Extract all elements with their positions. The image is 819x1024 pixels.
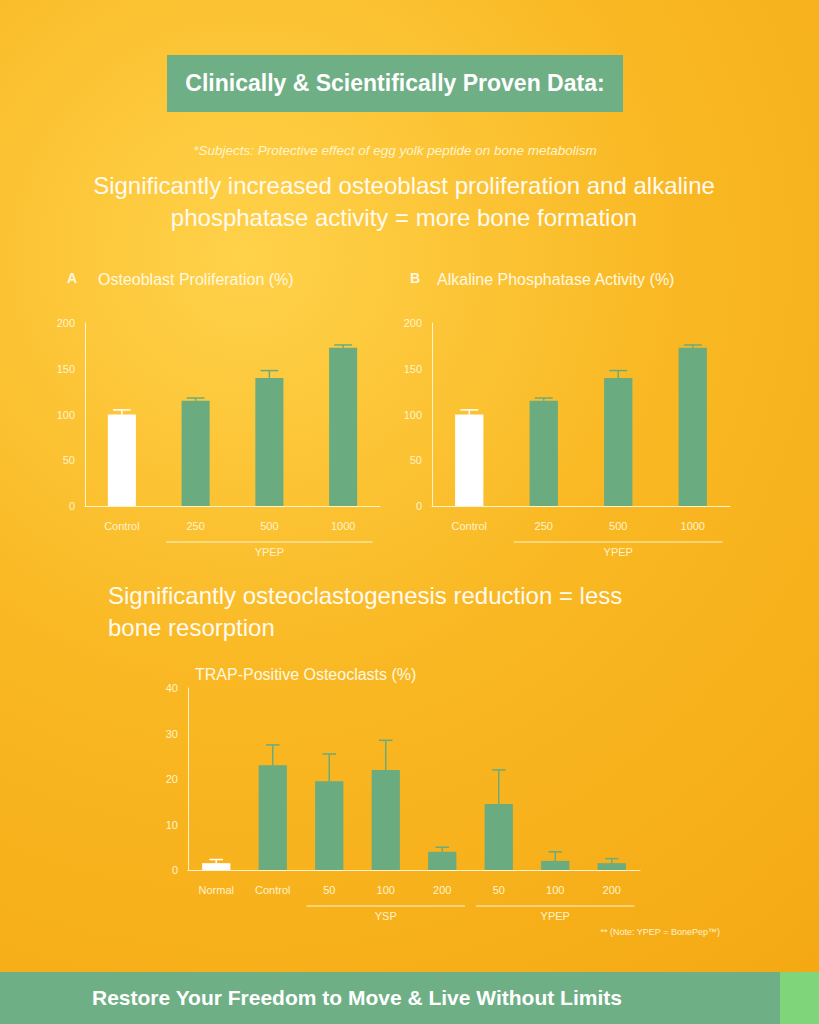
svg-text:100: 100 bbox=[404, 409, 422, 421]
svg-text:100: 100 bbox=[546, 884, 564, 896]
svg-text:250: 250 bbox=[535, 520, 553, 532]
svg-text:150: 150 bbox=[404, 363, 422, 375]
svg-text:YSP: YSP bbox=[375, 910, 397, 922]
svg-text:** (Note: YPEP = BonePep™): ** (Note: YPEP = BonePep™) bbox=[601, 927, 721, 937]
svg-text:Control: Control bbox=[255, 884, 290, 896]
svg-text:YPEP: YPEP bbox=[604, 546, 633, 558]
svg-text:500: 500 bbox=[609, 520, 627, 532]
svg-text:Alkaline Phosphatase Activity: Alkaline Phosphatase Activity (%) bbox=[437, 271, 674, 288]
svg-text:A: A bbox=[67, 270, 77, 286]
svg-text:Control: Control bbox=[452, 520, 487, 532]
svg-text:150: 150 bbox=[57, 363, 75, 375]
svg-text:Osteoblast Proliferation (%): Osteoblast Proliferation (%) bbox=[98, 271, 294, 288]
html-text:Significantly increased osteob: Significantly increased osteoblast proli… bbox=[93, 172, 715, 231]
svg-text:250: 250 bbox=[186, 520, 204, 532]
svg-text:50: 50 bbox=[323, 884, 335, 896]
svg-text:500: 500 bbox=[260, 520, 278, 532]
svg-text:Control: Control bbox=[104, 520, 139, 532]
html-text:Restore Your Freedom to Move &: Restore Your Freedom to Move & Live With… bbox=[92, 986, 622, 1009]
svg-text:50: 50 bbox=[410, 454, 422, 466]
svg-text:0: 0 bbox=[416, 500, 422, 512]
html-text:Significantly osteoclastogenes: Significantly osteoclastogenesis reducti… bbox=[108, 582, 623, 641]
svg-text:Normal: Normal bbox=[199, 884, 234, 896]
svg-text:200: 200 bbox=[433, 884, 451, 896]
svg-text:100: 100 bbox=[57, 409, 75, 421]
svg-text:50: 50 bbox=[63, 454, 75, 466]
svg-text:10: 10 bbox=[166, 819, 178, 831]
html-text:Clinically & Scientifically Pr: Clinically & Scientifically Proven Data: bbox=[185, 70, 605, 96]
svg-text:20: 20 bbox=[166, 773, 178, 785]
svg-text:0: 0 bbox=[69, 500, 75, 512]
svg-text:1000: 1000 bbox=[681, 520, 705, 532]
svg-text:200: 200 bbox=[603, 884, 621, 896]
svg-text:40: 40 bbox=[166, 682, 178, 694]
svg-text:TRAP-Positive Osteoclasts (%): TRAP-Positive Osteoclasts (%) bbox=[195, 666, 416, 683]
svg-text:B: B bbox=[410, 270, 420, 286]
svg-text:30: 30 bbox=[166, 728, 178, 740]
svg-text:200: 200 bbox=[404, 317, 422, 329]
svg-text:200: 200 bbox=[57, 317, 75, 329]
svg-text:1000: 1000 bbox=[331, 520, 355, 532]
svg-text:50: 50 bbox=[493, 884, 505, 896]
html-text:*Subjects: Protective effect o: *Subjects: Protective effect of egg yolk… bbox=[193, 143, 597, 158]
svg-text:YPEP: YPEP bbox=[541, 910, 570, 922]
svg-text:YPEP: YPEP bbox=[255, 546, 284, 558]
svg-text:100: 100 bbox=[377, 884, 395, 896]
svg-text:0: 0 bbox=[172, 864, 178, 876]
